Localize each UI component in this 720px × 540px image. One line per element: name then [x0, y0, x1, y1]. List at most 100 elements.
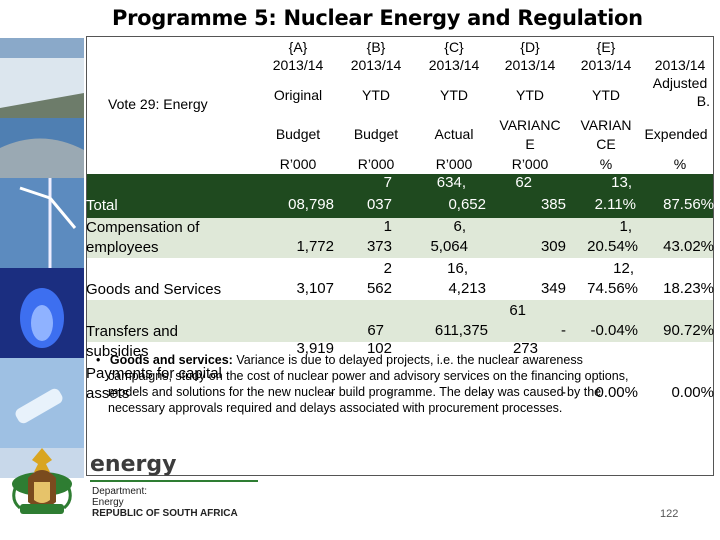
cell-f: 43.02%	[663, 238, 714, 255]
cell-f: 87.56%	[663, 196, 714, 213]
row-label-2: subsidies	[86, 343, 149, 360]
col-f-type2: B.	[696, 93, 710, 109]
cell-b-1: 1	[383, 218, 392, 235]
logo-line-2: Energy	[92, 497, 124, 508]
row-label: Payments for capital	[86, 365, 222, 382]
cell-d-2: 385	[540, 196, 566, 213]
col-a-letter: {A}	[288, 39, 308, 55]
row-label: Transfers and	[86, 323, 178, 340]
cell-d-1: -	[561, 384, 566, 401]
col-b-year: 2013/14	[350, 57, 402, 73]
cell-b-2: 037	[366, 196, 392, 213]
cell-d-1: 62	[515, 174, 532, 191]
col-d-type: YTD	[516, 87, 544, 103]
col-e-sub1: VARIAN	[580, 117, 632, 133]
col-c-year: 2013/14	[428, 57, 480, 73]
col-f-type1: Adjusted	[652, 75, 708, 91]
logo-line-3: REPUBLIC OF SOUTH AFRICA	[92, 508, 238, 519]
cell-b-1: 2	[383, 260, 392, 277]
cell-b-1: 7	[383, 174, 392, 191]
page-title: Programme 5: Nuclear Energy and Regulati…	[112, 6, 643, 30]
note-line-4: necessary approvals required and delays …	[108, 401, 563, 415]
col-f-sub: Expended	[644, 126, 708, 142]
col-f-year: 2013/14	[654, 57, 706, 73]
note-bold: Goods and services:	[109, 353, 233, 367]
cell-f: 18.23%	[663, 280, 714, 297]
col-c-unit: R’000	[435, 156, 473, 172]
col-d-sub2: E	[525, 136, 535, 152]
col-a-year: 2013/14	[272, 57, 324, 73]
col-c-sub: Actual	[434, 126, 474, 142]
cell-d-2: 309	[540, 238, 566, 255]
cell-d-1: -	[561, 322, 566, 339]
col-c-type: YTD	[440, 87, 468, 103]
note-line-3: models and solutions for the new nuclear…	[108, 385, 602, 399]
vote-label: Vote 29: Energy	[108, 96, 208, 112]
cell-c-1: 16,	[447, 260, 468, 277]
row-label: Total	[86, 197, 118, 214]
cell-c-2: 5,064	[430, 238, 468, 255]
cell-a: 3,919	[296, 340, 334, 357]
coat-of-arms-icon	[12, 448, 72, 514]
cell-c-2: 4,213	[448, 280, 486, 297]
cell-a: 1,772	[296, 238, 334, 255]
logo-line-1: Department:	[92, 486, 148, 497]
cell-e-2: 2.11%	[594, 196, 636, 213]
col-b-letter: {B}	[366, 39, 386, 55]
col-e-type: YTD	[592, 87, 620, 103]
note-bullet: •	[96, 353, 101, 367]
col-a-type: Original	[273, 87, 323, 103]
table-frame	[86, 36, 714, 476]
col-e-unit: %	[599, 156, 613, 172]
slide-number: 122	[660, 508, 679, 520]
col-a-unit: R’000	[279, 156, 317, 172]
comp-row-band	[86, 218, 714, 258]
cell-b-2: 102	[366, 340, 392, 357]
col-d-letter: {D}	[520, 39, 540, 55]
col-d-year: 2013/14	[504, 57, 556, 73]
cell-c-2: 0,652	[448, 196, 486, 213]
payments-row-band	[86, 342, 714, 398]
note-line-2: campaigns, study on the cost of nuclear …	[108, 369, 629, 383]
col-e-year: 2013/14	[580, 57, 632, 73]
cell-b-1: 67	[367, 322, 384, 339]
logo-divider	[90, 480, 258, 482]
cell-e-2: 0.00%	[595, 384, 638, 401]
cell-e-1: 13,	[611, 174, 632, 191]
cell-e-1: 12,	[613, 260, 634, 277]
row-label: Compensation of	[86, 219, 200, 236]
col-a-sub: Budget	[275, 126, 321, 142]
cell-e-1: 1,	[619, 218, 632, 235]
goods-row-band	[86, 258, 714, 300]
col-b-sub: Budget	[353, 126, 399, 142]
cell-a: -	[329, 384, 334, 401]
variance-note: • Goods and services: Variance is due to…	[96, 352, 708, 416]
cell-a: 08,798	[288, 196, 334, 213]
col-b-unit: R’000	[357, 156, 395, 172]
note-line-1: Variance is due to delayed projects, i.e…	[232, 353, 583, 367]
row-label: Goods and Services	[86, 281, 222, 298]
cell-c-1: 634,	[436, 174, 466, 191]
cell-e-2: 74.56%	[587, 280, 638, 297]
cell-d-0: 61	[509, 302, 526, 319]
cell-f: 0.00%	[671, 384, 714, 401]
row-label-2: assets	[86, 385, 130, 402]
cell-e-2: -0.04%	[590, 322, 638, 339]
cell-c-1: 6,	[453, 218, 466, 235]
transfers-row-band	[86, 300, 714, 342]
col-e-letter: {E}	[596, 39, 616, 55]
cell-c-1: -	[481, 384, 486, 401]
row-label-2: employees	[86, 239, 159, 256]
cell-d-2: 349	[540, 280, 566, 297]
cell-d-2: 273	[512, 340, 538, 357]
cell-b-2: 562	[366, 280, 392, 297]
col-e-sub2: CE	[596, 136, 616, 152]
col-b-type: YTD	[362, 87, 390, 103]
col-c-letter: {C}	[444, 39, 464, 55]
energy-photo-strip	[0, 38, 84, 478]
cell-b-1: -	[387, 384, 392, 401]
col-f-unit: %	[673, 156, 687, 172]
cell-a: 3,107	[296, 280, 334, 297]
col-d-unit: R’000	[511, 156, 549, 172]
cell-b-2: 373	[366, 238, 392, 255]
